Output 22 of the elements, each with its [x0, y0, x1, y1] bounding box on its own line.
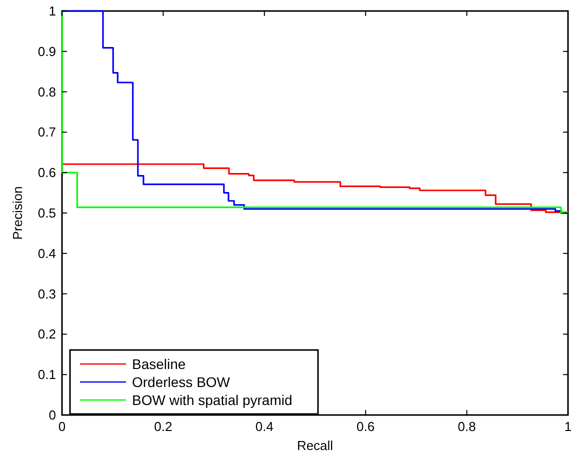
- x-tick-label: 1: [564, 419, 572, 434]
- x-tick-label: 0.2: [154, 419, 172, 434]
- y-tick-label: 0.9: [38, 44, 56, 59]
- y-tick-label: 0.3: [38, 286, 56, 302]
- y-tick-label: 0.2: [38, 326, 56, 342]
- y-tick-label: 0.5: [38, 206, 56, 220]
- x-axis-title: Recall: [296, 438, 334, 453]
- legend-label: Baseline: [132, 356, 186, 372]
- y-tick-label: 0.7: [38, 124, 56, 140]
- y-tick-label: 0.6: [38, 165, 56, 180]
- legend-label: BOW with spatial pyramid: [132, 392, 292, 408]
- x-tick-label: 0: [58, 419, 66, 434]
- x-tick-label: 0.4: [255, 419, 274, 434]
- y-tick-label: 0: [48, 408, 56, 422]
- y-tick-label: 0.1: [38, 367, 56, 382]
- y-axis-title: Precision: [10, 186, 25, 240]
- y-tick-label: 0.8: [38, 84, 56, 100]
- x-tick-label: 0.6: [356, 419, 375, 434]
- y-tick-label: 1: [48, 4, 56, 18]
- y-tick-label: 0.4: [38, 246, 56, 261]
- legend-label: Orderless BOW: [132, 374, 231, 390]
- x-tick-label: 0.8: [458, 419, 476, 434]
